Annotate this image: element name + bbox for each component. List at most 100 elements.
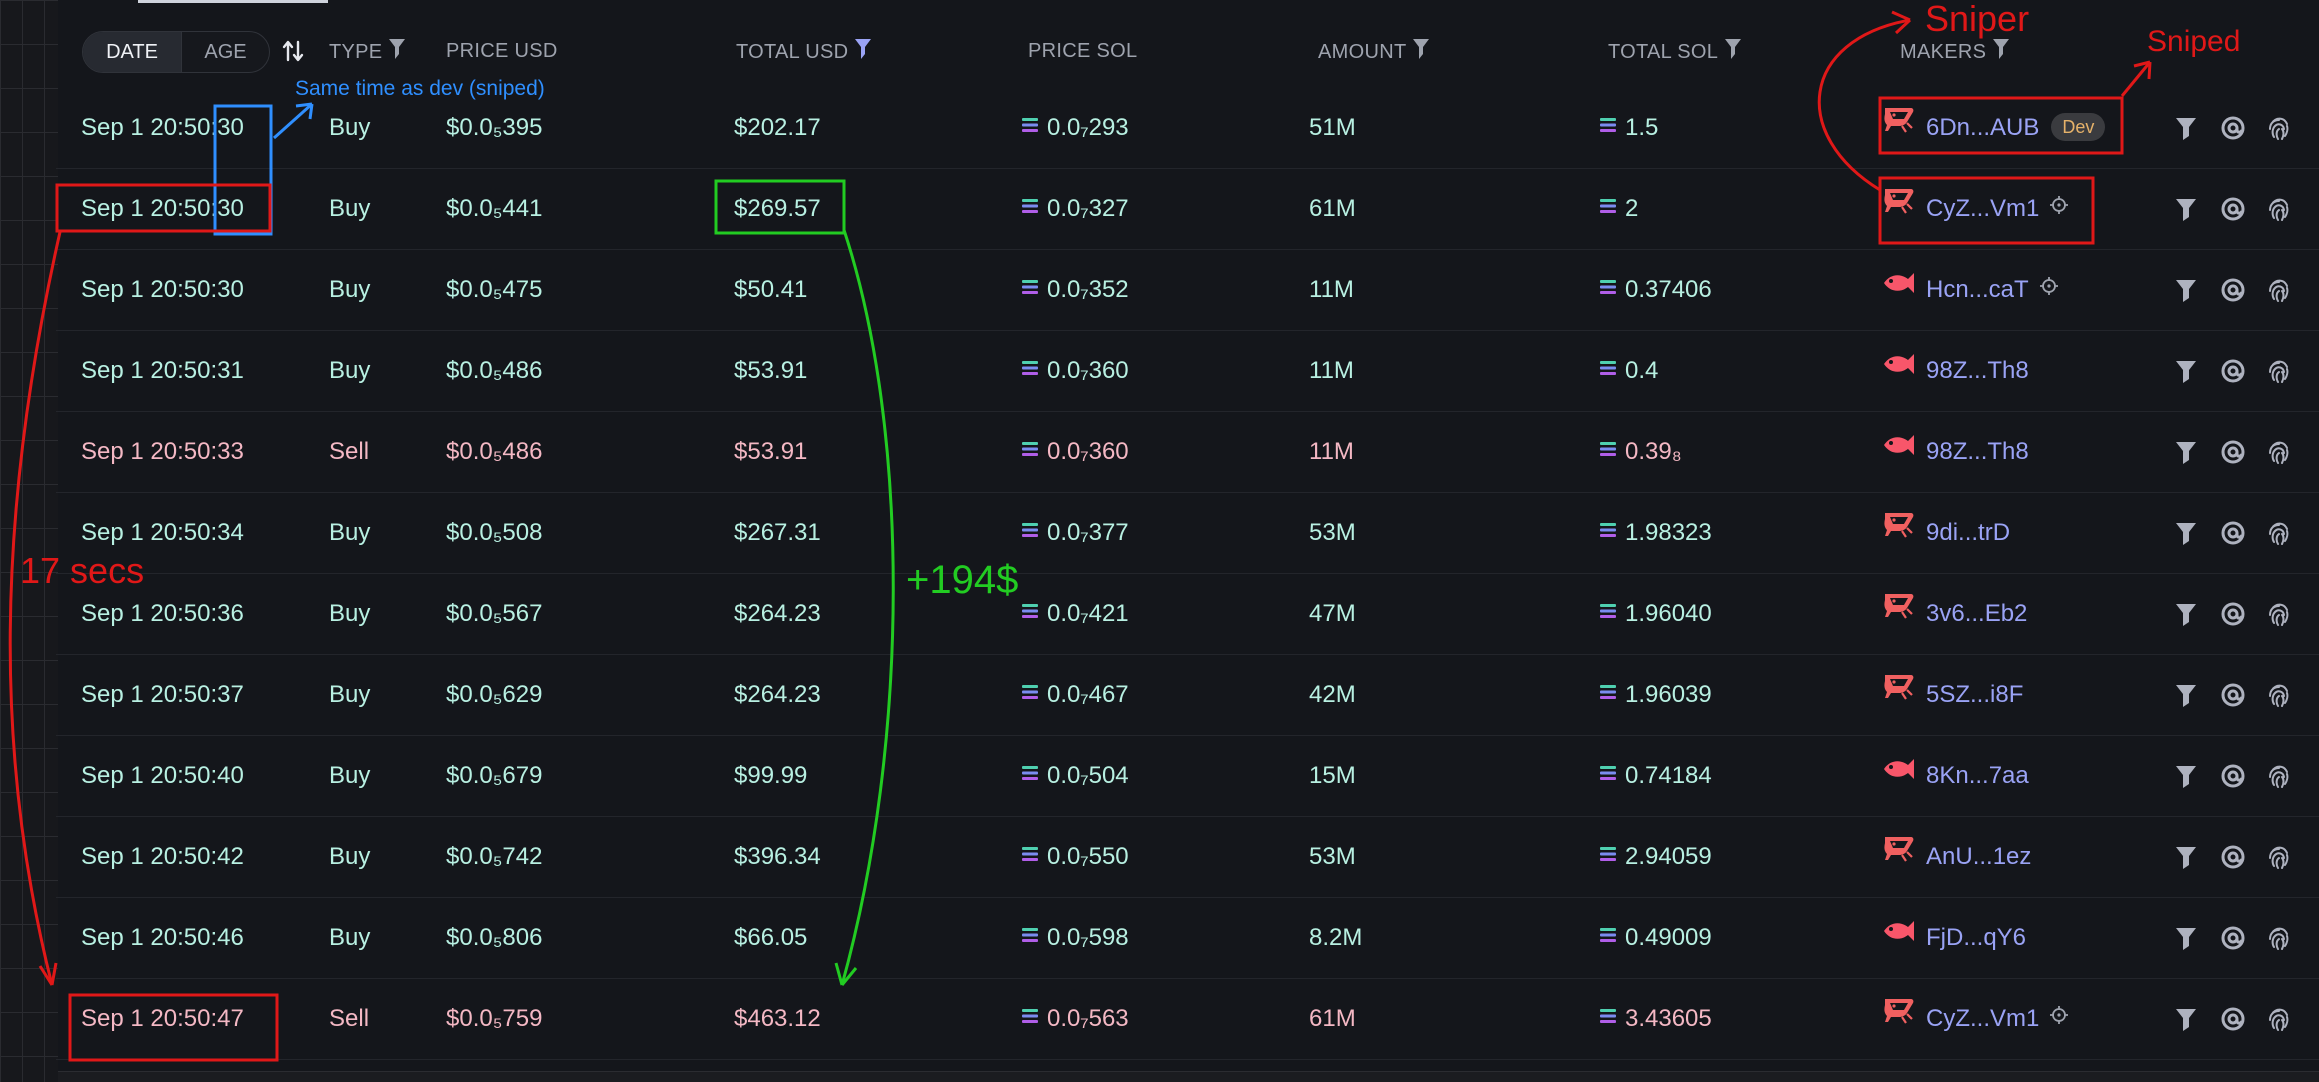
filter-icon[interactable] <box>2173 439 2199 465</box>
maker-address-link[interactable]: Hcn...caT <box>1926 276 2029 303</box>
trade-type: Buy <box>329 276 371 303</box>
at-sign-icon[interactable] <box>2220 196 2246 222</box>
filter-icon[interactable] <box>2173 925 2199 951</box>
maker[interactable]: CyZ...Vm1 <box>1882 978 2069 1059</box>
at-sign-icon[interactable] <box>2220 439 2246 465</box>
at-sign-icon[interactable] <box>2220 358 2246 384</box>
table-row[interactable]: Sep 1 20:50:30 Buy $0.0₅441 $269.57 0.0₇327 6… <box>56 168 2319 250</box>
fingerprint-icon[interactable] <box>2266 277 2292 303</box>
filter-icon[interactable] <box>2173 358 2199 384</box>
column-header-makers[interactable]: MAKERS <box>1900 38 2010 64</box>
table-row[interactable]: Sep 1 20:50:37 Buy $0.0₅629 $264.23 0.0₇467 4… <box>56 654 2319 736</box>
table-row[interactable]: Sep 1 20:50:40 Buy $0.0₅679 $99.99 0.0₇504 15… <box>56 735 2319 817</box>
at-sign-icon[interactable] <box>2220 844 2246 870</box>
fingerprint-icon[interactable] <box>2266 520 2292 546</box>
at-sign-icon[interactable] <box>2220 1006 2246 1032</box>
column-header-price-sol[interactable]: PRICE SOL <box>1028 38 1137 64</box>
fingerprint-icon[interactable] <box>2266 763 2292 789</box>
fingerprint-icon[interactable] <box>2266 115 2292 141</box>
at-sign-icon[interactable] <box>2220 925 2246 951</box>
filter-icon[interactable] <box>2173 277 2199 303</box>
table-row[interactable]: Sep 1 20:50:30 Buy $0.0₅395 $202.17 0.0₇293 5… <box>56 87 2319 169</box>
at-sign-icon[interactable] <box>2220 520 2246 546</box>
filter-icon[interactable] <box>2173 1006 2199 1032</box>
fingerprint-icon[interactable] <box>2266 1006 2292 1032</box>
filter-icon[interactable] <box>2173 115 2199 141</box>
date-age-toggle[interactable]: DATE AGE <box>82 31 270 73</box>
dev-badge: Dev <box>2051 112 2106 141</box>
maker-address-link[interactable]: CyZ...Vm1 <box>1926 195 2040 222</box>
fingerprint-icon[interactable] <box>2266 358 2292 384</box>
maker-address-link[interactable]: CyZ...Vm1 <box>1926 1005 2040 1032</box>
column-header-total-sol[interactable]: TOTAL SOL <box>1608 38 1742 64</box>
filter-icon[interactable] <box>388 38 406 67</box>
price-sol-value: 0.0₇504 <box>1047 762 1129 789</box>
fingerprint-icon[interactable] <box>2266 439 2292 465</box>
filter-icon[interactable] <box>2173 844 2199 870</box>
filter-icon[interactable] <box>2173 682 2199 708</box>
maker[interactable]: 6Dn...AUB Dev <box>1882 87 2106 168</box>
maker-address-link[interactable]: 9di...trD <box>1926 519 2011 546</box>
at-sign-icon[interactable] <box>2220 763 2246 789</box>
fingerprint-icon[interactable] <box>2266 925 2292 951</box>
maker-address-link[interactable]: FjD...qY6 <box>1926 924 2027 951</box>
filter-icon[interactable] <box>2173 520 2199 546</box>
bottom-scrollbar[interactable] <box>58 1071 2319 1082</box>
maker-address-link[interactable]: 5SZ...i8F <box>1926 681 2024 708</box>
toggle-date[interactable]: DATE <box>83 32 182 72</box>
maker[interactable]: CyZ...Vm1 <box>1882 168 2069 249</box>
filter-icon[interactable] <box>2173 601 2199 627</box>
sort-arrows-icon[interactable] <box>281 38 305 64</box>
column-header-price-usd[interactable]: PRICE USD <box>446 38 558 64</box>
maker-address-link[interactable]: AnU...1ez <box>1926 843 2032 870</box>
at-sign-icon[interactable] <box>2220 277 2246 303</box>
table-row[interactable]: Sep 1 20:50:47 Sell $0.0₅759 $463.12 0.0₇563… <box>56 978 2319 1060</box>
maker-address-link[interactable]: 3v6...Eb2 <box>1926 600 2028 627</box>
maker[interactable]: FjD...qY6 <box>1882 897 2026 978</box>
maker[interactable]: 98Z...Th8 <box>1882 330 2029 411</box>
maker[interactable]: AnU...1ez <box>1882 816 2031 897</box>
maker[interactable]: 5SZ...i8F <box>1882 654 2023 735</box>
table-row[interactable]: Sep 1 20:50:36 Buy $0.0₅567 $264.23 0.0₇421 4… <box>56 573 2319 655</box>
column-header-type[interactable]: TYPE <box>329 38 406 64</box>
maker[interactable]: 98Z...Th8 <box>1882 411 2029 492</box>
filter-icon[interactable] <box>1992 38 2010 67</box>
fingerprint-icon[interactable] <box>2266 601 2292 627</box>
table-row[interactable]: Sep 1 20:50:31 Buy $0.0₅486 $53.91 0.0₇360 11… <box>56 330 2319 412</box>
maker[interactable]: 9di...trD <box>1882 492 2010 573</box>
column-header-total-usd[interactable]: TOTAL USD <box>736 38 872 64</box>
at-sign-icon[interactable] <box>2220 601 2246 627</box>
crosshair-icon[interactable] <box>2039 248 2059 329</box>
fingerprint-icon[interactable] <box>2266 682 2292 708</box>
table-row[interactable]: Sep 1 20:50:42 Buy $0.0₅742 $396.34 0.0₇550 5… <box>56 816 2319 898</box>
crosshair-icon[interactable] <box>2049 167 2069 248</box>
column-header-amount[interactable]: AMOUNT <box>1318 38 1430 64</box>
maker-address-link[interactable]: 6Dn...AUB <box>1926 114 2040 141</box>
table-row[interactable]: Sep 1 20:50:33 Sell $0.0₅486 $53.91 0.0₇360 1… <box>56 411 2319 493</box>
price-sol: 0.0₇421 <box>1021 573 1129 654</box>
maker-address-link[interactable]: 8Kn...7aa <box>1926 762 2029 789</box>
solana-icon <box>1021 410 1039 491</box>
filter-icon[interactable] <box>1724 38 1742 67</box>
at-sign-icon[interactable] <box>2220 682 2246 708</box>
maker-address-link[interactable]: 98Z...Th8 <box>1926 357 2029 384</box>
price-sol: 0.0₇598 <box>1021 897 1129 978</box>
maker[interactable]: 3v6...Eb2 <box>1882 573 2027 654</box>
maker[interactable]: Hcn...caT <box>1882 249 2059 330</box>
filter-icon[interactable] <box>2173 763 2199 789</box>
toggle-age[interactable]: AGE <box>204 41 247 63</box>
at-sign-icon[interactable] <box>2220 115 2246 141</box>
filter-icon[interactable] <box>854 38 872 67</box>
fingerprint-icon[interactable] <box>2266 844 2292 870</box>
table-row[interactable]: Sep 1 20:50:46 Buy $0.0₅806 $66.05 0.0₇598 8.… <box>56 897 2319 979</box>
filter-icon[interactable] <box>2173 196 2199 222</box>
filter-icon[interactable] <box>1412 38 1430 67</box>
total-sol-value: 0.4 <box>1625 357 1659 384</box>
crosshair-icon[interactable] <box>2049 977 2069 1058</box>
fingerprint-icon[interactable] <box>2266 196 2292 222</box>
maker-address-link[interactable]: 98Z...Th8 <box>1926 438 2029 465</box>
table-row[interactable]: Sep 1 20:50:30 Buy $0.0₅475 $50.41 0.0₇352 11… <box>56 249 2319 331</box>
table-row[interactable]: Sep 1 20:50:34 Buy $0.0₅508 $267.31 0.0₇377 5… <box>56 492 2319 574</box>
price-sol-value: 0.0₇467 <box>1047 681 1129 708</box>
maker[interactable]: 8Kn...7aa <box>1882 735 2029 816</box>
